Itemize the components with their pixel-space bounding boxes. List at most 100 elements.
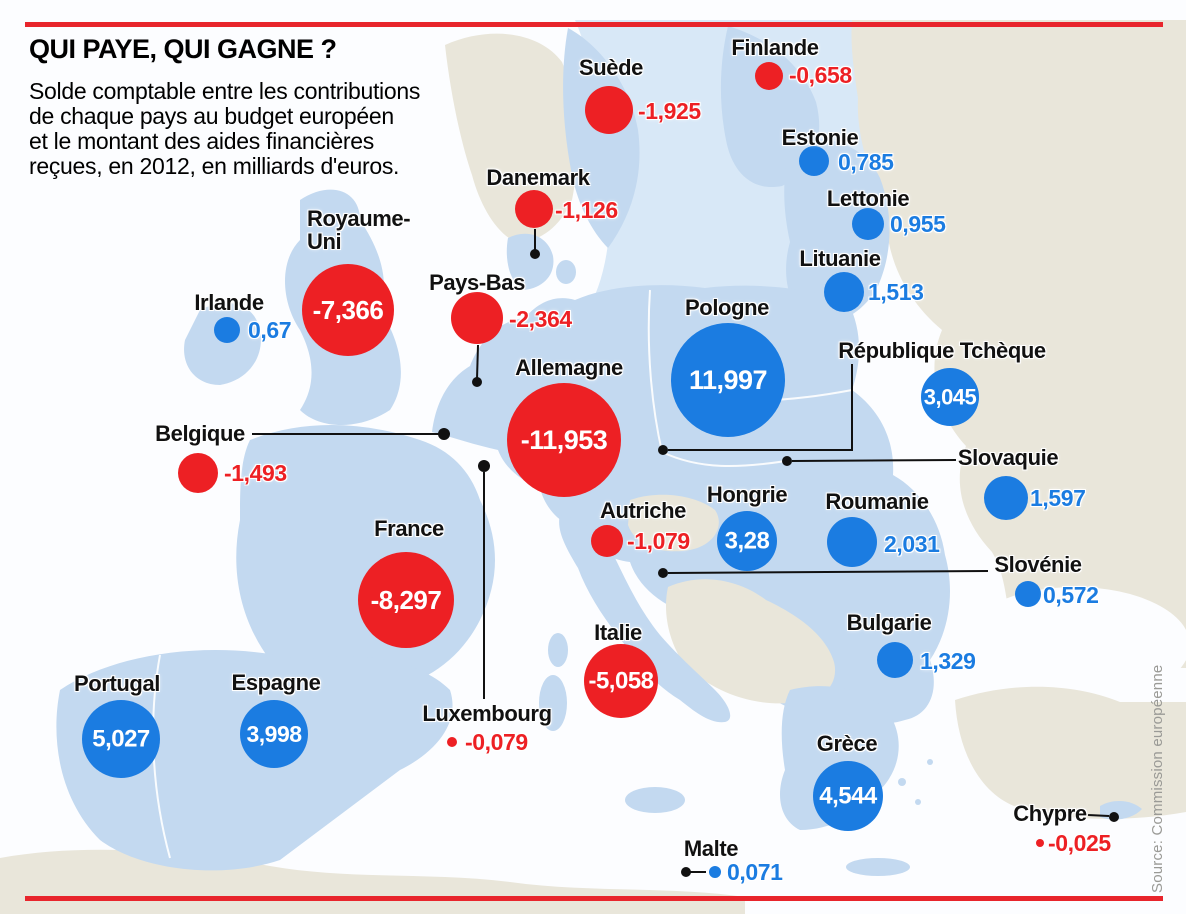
locator-dot-slovenie (658, 568, 668, 578)
country-value-finlande: -0,658 (789, 62, 852, 88)
subtitle-line: de chaque pays au budget européen (29, 103, 394, 129)
subtitle-line: reçues, en 2012, en milliards d'euros. (29, 153, 400, 179)
landmass-switzerland (628, 494, 719, 552)
aegean-island (927, 759, 933, 765)
landmass-norway (445, 33, 578, 242)
country-value-espagne: 3,998 (246, 721, 302, 747)
landmass-baltics (784, 139, 890, 324)
locator-dot-pays-bas (472, 377, 482, 387)
country-label-irlande: Irlande (194, 290, 264, 315)
locator-dot-chypre (1109, 812, 1119, 822)
landmass-crete (846, 858, 910, 876)
country-label-danemark: Danemark (486, 165, 590, 190)
country-label-finlande: Finlande (731, 35, 819, 60)
country-value-lettonie: 0,955 (890, 211, 946, 237)
aegean-island (898, 778, 906, 786)
country-circle-allemagne (507, 383, 621, 497)
country-circle-malte (709, 866, 721, 878)
country-value-slovaquie: 1,597 (1030, 485, 1086, 511)
callout-line-chypre (1087, 814, 1110, 817)
subtitle-line: et le montant des aides financières (29, 128, 374, 154)
landmass-denmark (506, 233, 554, 290)
country-circle-finlande (755, 62, 783, 90)
landmass-russia-east (851, 20, 1186, 668)
landmass-sicily (625, 787, 685, 813)
country-circle-estonie (799, 146, 829, 176)
country-label-pays-bas: Pays-Bas (429, 270, 525, 295)
country-label-malte: Malte (683, 836, 739, 861)
country-value-bulgarie: 1,329 (920, 648, 976, 674)
callout-line-republique-tcheque (668, 364, 853, 451)
country-label-allemagne: Allemagne (515, 355, 623, 380)
country-value-royaume-uni: -7,366 (313, 295, 384, 325)
country-label-lettonie: Lettonie (826, 186, 910, 211)
locator-dot-luxembourg (478, 460, 490, 472)
subtitle: Solde comptable entre les contributions d… (29, 79, 499, 179)
landmass-ireland (184, 302, 261, 385)
country-label-portugal: Portugal (73, 671, 161, 696)
country-circle-roumanie (827, 517, 877, 567)
country-circle-luxembourg (447, 737, 457, 747)
landmass-balkans (665, 579, 836, 704)
country-label-hongrie: Hongrie (706, 482, 788, 507)
top-rule (25, 22, 1163, 27)
country-value-danemark: -1,126 (555, 197, 618, 223)
country-label-roumanie: Roumanie (825, 489, 929, 514)
country-label-espagne: Espagne (231, 670, 321, 695)
country-value-france: -8,297 (371, 585, 442, 615)
country-label-suede: Suède (578, 55, 644, 80)
country-label-france: France (374, 516, 444, 541)
country-circle-autriche (591, 525, 623, 557)
country-value-italie: -5,058 (588, 668, 653, 695)
locator-dot-belgique (438, 428, 450, 440)
callout-line-slovenie (667, 570, 989, 574)
country-value-autriche: -1,079 (627, 528, 690, 554)
country-value-pays-bas: -2,364 (509, 306, 572, 332)
country-value-belgique: -1,493 (224, 460, 287, 486)
locator-dot-malte (681, 867, 691, 877)
country-circle-france (358, 552, 454, 648)
landmass-sardinia (539, 675, 567, 731)
landmass-italy (559, 515, 731, 723)
country-circle-pays-bas (451, 292, 503, 344)
country-circle-royaume-uni (302, 264, 394, 356)
country-label-autriche: Autriche (599, 498, 687, 523)
country-circle-suede (585, 86, 633, 134)
landmass-sweden (563, 28, 640, 248)
country-label-luxembourg: Luxembourg (422, 701, 552, 726)
country-circle-grece (813, 761, 883, 831)
country-label-grece: Grèce (816, 731, 878, 756)
title-block: QUI PAYE, QUI GAGNE ? Solde comptable en… (29, 34, 499, 179)
locator-dot-slovaquie (782, 456, 792, 466)
country-value-slovenie: 0,572 (1043, 582, 1099, 608)
country-circle-lettonie (852, 208, 884, 240)
country-label-pologne: Pologne (685, 295, 769, 320)
country-label-bulgarie: Bulgarie (846, 610, 932, 635)
locator-dot-republique-tcheque (658, 445, 668, 455)
country-label-chypre: Chypre (1013, 801, 1087, 826)
callout-line-slovaquie (791, 459, 957, 462)
callout-line-pays-bas (476, 344, 479, 380)
landmass-turkey (955, 686, 1186, 819)
country-label-republique-tcheque: République Tchèque (838, 338, 1046, 363)
black-sea (960, 587, 1186, 703)
country-circle-pologne (671, 323, 785, 437)
country-circle-republique-tcheque (921, 368, 979, 426)
country-circle-chypre (1036, 839, 1044, 847)
country-label-slovaquie: Slovaquie (957, 445, 1059, 470)
source-credit: Source: Commission européenne (1149, 664, 1166, 893)
country-circle-espagne (240, 700, 308, 768)
country-value-chypre: -0,025 (1048, 830, 1111, 856)
country-label-estonie: Estonie (781, 125, 859, 150)
country-value-pologne: 11,997 (689, 365, 767, 395)
subtitle-line: Solde comptable entre les contributions (29, 78, 421, 104)
aegean-island (915, 799, 921, 805)
country-value-suede: -1,925 (638, 98, 701, 124)
country-value-lituanie: 1,513 (868, 279, 924, 305)
country-circle-italie (584, 644, 658, 718)
country-value-roumanie: 2,031 (884, 531, 940, 557)
country-value-hongrie: 3,28 (725, 528, 770, 555)
country-circle-slovaquie (984, 476, 1028, 520)
